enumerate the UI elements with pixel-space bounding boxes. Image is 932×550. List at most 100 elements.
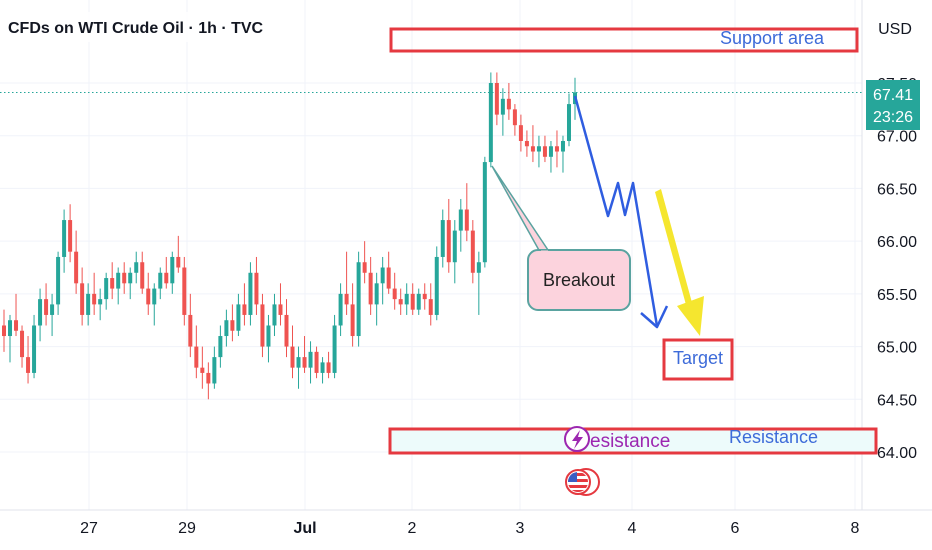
- candle-body: [236, 304, 241, 331]
- candle-body: [548, 146, 553, 157]
- candle-body: [554, 146, 559, 152]
- candle-body: [218, 336, 223, 358]
- candle-body: [416, 293, 421, 310]
- candle-body: [14, 320, 19, 331]
- candle-body: [374, 283, 379, 305]
- candle-body: [140, 262, 145, 289]
- candle-body: [194, 346, 199, 368]
- candle-body: [464, 209, 469, 231]
- candle-body: [26, 357, 31, 373]
- candle-body: [146, 288, 151, 305]
- chart-title: CFDs on WTI Crude Oil · 1h · TVC: [8, 20, 264, 37]
- candle-body: [98, 299, 103, 305]
- last-price-badge: 67.41 23:26: [866, 80, 920, 130]
- price-tick-label: 66.00: [877, 234, 917, 251]
- candle-body: [566, 104, 571, 141]
- candle-body: [212, 357, 217, 384]
- candle-body: [350, 304, 355, 337]
- candle-body: [314, 351, 319, 373]
- candle-body: [272, 304, 277, 326]
- time-tick-label: Jul: [293, 520, 316, 537]
- candle-body: [560, 140, 565, 152]
- time-tick-label: 3: [516, 520, 525, 537]
- time-axis[interactable]: 27 29 Jul 2 3 4 6 8: [80, 520, 859, 537]
- candle-body: [500, 98, 505, 115]
- candle-body: [152, 288, 157, 305]
- candle-body: [506, 98, 511, 110]
- candle-body: [8, 320, 13, 337]
- candle-body: [32, 325, 37, 373]
- candle-body: [518, 125, 523, 141]
- candle-body: [308, 351, 313, 368]
- grid-lines: [0, 0, 862, 510]
- lightning-icon[interactable]: [564, 426, 590, 452]
- price-tick-label: 65.50: [877, 287, 917, 304]
- candle-body: [386, 267, 391, 289]
- candle-body: [482, 162, 487, 263]
- candle-body: [62, 220, 67, 257]
- candle-body: [422, 293, 427, 300]
- resistance-box[interactable]: [388, 427, 878, 455]
- candle-body: [116, 272, 121, 289]
- time-tick-label: 8: [851, 520, 860, 537]
- candle-body: [434, 256, 439, 315]
- support-area-box[interactable]: [389, 27, 859, 53]
- candle-body: [338, 293, 343, 326]
- candle-body: [536, 146, 541, 152]
- candle-body: [362, 262, 367, 273]
- support-area-label: Support area: [720, 28, 825, 48]
- candle-body: [452, 230, 457, 263]
- price-tick-label: 64.50: [877, 392, 917, 409]
- candle-body: [176, 256, 181, 268]
- candle-body: [530, 146, 535, 152]
- candle-body: [224, 320, 229, 337]
- candle-body: [158, 272, 163, 289]
- time-tick-label: 6: [731, 520, 740, 537]
- candle-body: [86, 293, 91, 315]
- projection-arrowhead: [640, 305, 669, 329]
- target-arrow: [655, 189, 704, 336]
- candle-body: [20, 330, 25, 358]
- candle-body: [164, 272, 169, 284]
- price-tick-label: 67.00: [877, 129, 917, 146]
- candle-body: [92, 293, 97, 305]
- resistance-label: Resistance: [729, 427, 818, 447]
- candle-body: [512, 109, 517, 126]
- candle-body: [110, 278, 115, 289]
- candle-body: [404, 293, 409, 305]
- currency-label[interactable]: USD: [878, 21, 912, 38]
- candles-group: [2, 72, 577, 400]
- time-tick-label: 29: [178, 520, 196, 537]
- us-flag-icon[interactable]: [565, 468, 600, 496]
- target-box[interactable]: [662, 338, 734, 381]
- candle-body: [230, 320, 235, 331]
- candle-body: [392, 288, 397, 300]
- candle-body: [128, 272, 133, 284]
- candle-body: [284, 314, 289, 347]
- candle-body: [398, 299, 403, 305]
- candle-body: [542, 146, 547, 157]
- candle-body: [320, 362, 325, 373]
- breakout-callout[interactable]: [527, 249, 631, 311]
- candle-body: [170, 256, 175, 284]
- candle-body: [302, 357, 307, 368]
- candle-body: [470, 230, 475, 273]
- bar-countdown: 23:26: [873, 109, 913, 126]
- candle-body: [440, 220, 445, 257]
- candle-body: [296, 357, 301, 368]
- last-price-value: 67.41: [873, 87, 913, 104]
- candle-body: [344, 293, 349, 305]
- candle-body: [476, 262, 481, 273]
- candle-body: [458, 209, 463, 231]
- candle-body: [260, 304, 265, 347]
- candle-body: [410, 293, 415, 310]
- candle-body: [68, 220, 73, 252]
- candle-body: [446, 220, 451, 263]
- candle-body: [368, 272, 373, 305]
- candle-body: [266, 325, 271, 347]
- candle-body: [254, 272, 259, 305]
- candle-body: [182, 267, 187, 315]
- time-tick-label: 4: [628, 520, 637, 537]
